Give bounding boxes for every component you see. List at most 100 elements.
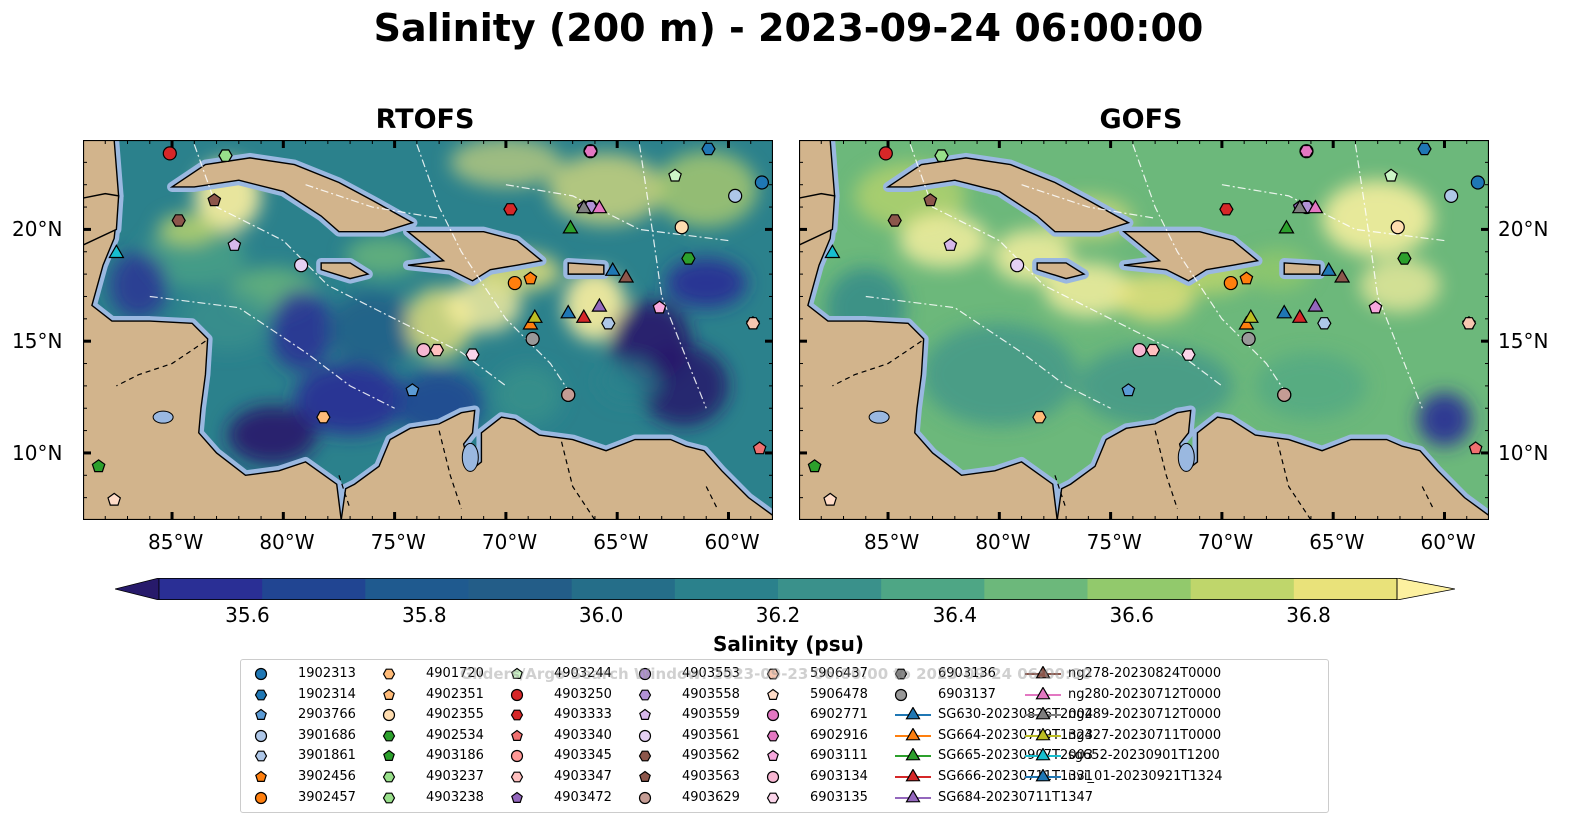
- rtofs-country-border: [560, 441, 596, 520]
- lon-tick-label: 80°W: [975, 530, 1031, 554]
- platform-marker-ng427-20230711T0000: [1242, 308, 1259, 323]
- rtofs-salinity-patch: [666, 258, 747, 308]
- legend-label: 4903340: [554, 727, 612, 743]
- legend-label: 5906437: [810, 666, 868, 681]
- platform-marker-4903629: [561, 387, 576, 402]
- legend-label: uvi_01-20230921T1324: [1068, 769, 1223, 784]
- lon-tick-label: 85°W: [148, 530, 204, 554]
- colorbar-tick-label: 36.4: [932, 603, 978, 627]
- platform-marker-6902916: [583, 144, 598, 158]
- platform-marker-4901720: [316, 410, 331, 424]
- lon-tick-label: 60°W: [1420, 530, 1476, 554]
- legend-label: ng280-20230712T0000: [1068, 686, 1222, 702]
- platform-marker-3902456: [1239, 271, 1254, 285]
- legend-marker: [511, 729, 523, 741]
- figure-title: Salinity (200 m) - 2023-09-24 06:00:00: [373, 6, 1204, 50]
- colorbar-tick-label: 36.8: [1286, 603, 1331, 627]
- legend-label: SG665-20230907T2003: [938, 748, 1094, 764]
- legend-label: 3902456: [298, 769, 356, 784]
- rtofs-salinity-patch: [548, 153, 664, 225]
- legend-label: ng427-20230711T0000: [1068, 727, 1222, 743]
- platform-marker-4903562: [887, 214, 902, 227]
- rtofs-salinity-patch: [109, 251, 168, 319]
- legend-label: 6903137: [938, 686, 996, 702]
- gofs-boundary-line: [1132, 144, 1290, 398]
- legend-label: 4903250: [554, 686, 612, 702]
- lat-tick-label-left: 15°N: [12, 329, 63, 354]
- gofs-country-border: [1054, 475, 1067, 510]
- legend-marker: [510, 771, 524, 783]
- colorbar-bin: [1293, 578, 1398, 600]
- rtofs-land-central: [83, 140, 342, 520]
- gofs-land-cuba: [885, 157, 1131, 233]
- legend-marker: [1025, 707, 1061, 720]
- legend-marker: [510, 750, 524, 763]
- legend-marker: [894, 668, 908, 680]
- rtofs-salinity-patch: [158, 213, 217, 246]
- lon-tick-label: 65°W: [1309, 530, 1365, 554]
- rtofs-salinity-patch: [597, 359, 660, 404]
- gofs-frame: [799, 140, 1489, 520]
- legend-marker: [511, 667, 523, 679]
- platform-marker-SG630-20230826T2004: [560, 304, 577, 319]
- rtofs-land-jamaica: [320, 262, 370, 280]
- platform-marker-4902534: [681, 252, 696, 265]
- legend-marker: [1025, 727, 1061, 741]
- legend-label: 4903561: [682, 727, 740, 743]
- platform-marker-4903561: [294, 258, 309, 273]
- platform-marker-4903561: [1010, 258, 1025, 273]
- platform-marker-SG665-20230907T2003: [1278, 219, 1295, 234]
- colorbar-bin: [1190, 578, 1295, 600]
- legend-label: 4902355: [426, 707, 484, 723]
- platform-marker-4903186: [807, 459, 822, 473]
- legend-label: 4903472: [554, 789, 612, 805]
- legend-label: 4902534: [426, 727, 484, 743]
- legend-marker: [638, 689, 652, 700]
- legend-label: 4903238: [426, 789, 484, 805]
- legend-label: SG666-20230711T1331: [938, 769, 1094, 784]
- legend-label: 2903766: [298, 707, 356, 723]
- gofs-boundary-line: [1354, 144, 1423, 409]
- legend-label: 1902313: [298, 666, 356, 681]
- map-rtofs: [83, 140, 773, 520]
- legend-label: SG664-20230719T1323: [938, 727, 1094, 743]
- legend-marker: [895, 707, 931, 720]
- platform-marker-4903563: [923, 193, 938, 207]
- gofs-country-border: [1421, 486, 1434, 510]
- legend-marker: [1025, 769, 1061, 782]
- platform-marker-4903347: [429, 343, 445, 357]
- lon-tick-label: 75°W: [1086, 530, 1142, 554]
- legend-marker: [255, 708, 267, 721]
- lat-tick-label-right: 20°N: [1498, 217, 1549, 242]
- legend-label: 4903559: [682, 707, 740, 723]
- legend-marker: [510, 688, 524, 701]
- platform-marker-1902313: [754, 175, 769, 190]
- legend-marker: [382, 709, 396, 722]
- gofs-boundary-line: [1021, 184, 1156, 219]
- legend-marker: [511, 791, 523, 803]
- rtofs-land-yucatan: [83, 192, 120, 246]
- platform-marker-ng280-20230712T0000: [1307, 199, 1324, 214]
- legend-marker: [638, 750, 652, 762]
- platform-marker-4903333: [503, 203, 518, 216]
- lon-tick-label: 80°W: [259, 530, 315, 554]
- platform-marker-4903559: [943, 237, 958, 251]
- platform-marker-6903134: [416, 343, 431, 358]
- lat-tick-label-right: 10°N: [1498, 440, 1549, 465]
- rtofs-salinity-patch: [639, 345, 729, 427]
- rtofs-lake-nicaragua: [152, 410, 174, 424]
- rtofs-boundary-line: [416, 144, 574, 398]
- gofs-salinity-patch: [1322, 180, 1434, 257]
- platform-marker-6903135: [465, 348, 480, 361]
- platform-marker-4903340: [752, 441, 767, 455]
- colorbar-bin: [159, 578, 263, 600]
- legend-label: 4903562: [682, 748, 740, 764]
- colorbar-graphic: [114, 577, 1456, 601]
- colorbar-bin: [778, 578, 882, 600]
- lat-tick-label-left: 20°N: [12, 217, 63, 242]
- platform-marker-5906478: [823, 492, 838, 506]
- gofs-salinity-patch: [1359, 258, 1441, 313]
- legend-label: ng289-20230712T0000: [1068, 707, 1222, 723]
- legend-marker: [254, 729, 268, 742]
- rtofs-boundary-line: [638, 144, 707, 409]
